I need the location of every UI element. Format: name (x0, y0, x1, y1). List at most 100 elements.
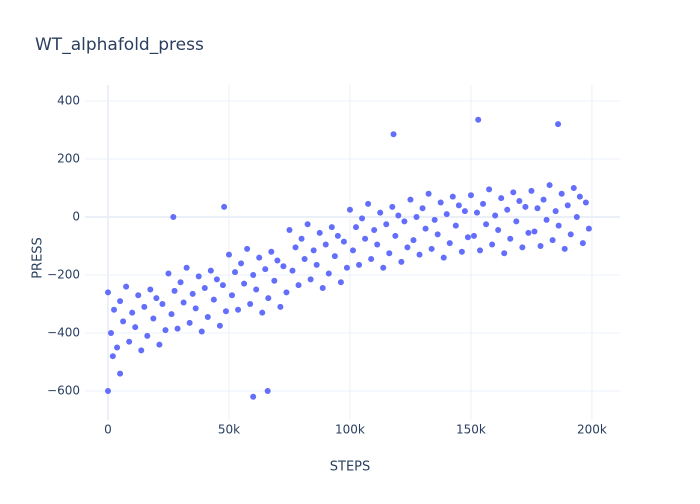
point (225, 251, 232, 258)
point (207, 267, 214, 274)
point (138, 347, 145, 354)
point (437, 199, 444, 206)
point (165, 270, 172, 277)
point (277, 303, 284, 310)
point (522, 203, 529, 210)
point (180, 299, 187, 306)
point (561, 245, 568, 252)
point (362, 235, 369, 242)
x-tick-label: 150k (456, 423, 486, 437)
point (395, 212, 402, 219)
point (183, 264, 190, 271)
point (534, 205, 541, 212)
point (253, 286, 260, 293)
point (489, 241, 496, 248)
point (307, 276, 314, 283)
point (186, 319, 193, 326)
point (216, 322, 223, 329)
point (271, 277, 278, 284)
point (262, 266, 269, 273)
point (555, 121, 562, 128)
point (371, 227, 378, 234)
point (343, 264, 350, 271)
point (585, 225, 592, 232)
point (567, 231, 574, 238)
point (298, 235, 305, 242)
point (247, 300, 254, 307)
point (404, 244, 411, 251)
y-tick-label: 200 (57, 151, 80, 165)
point (452, 222, 459, 229)
point (443, 211, 450, 218)
point (516, 198, 523, 205)
point (228, 292, 235, 299)
point (295, 282, 302, 289)
point (189, 290, 196, 297)
point (244, 245, 251, 252)
point (256, 254, 263, 261)
point (576, 193, 583, 200)
point (126, 338, 133, 345)
point (221, 203, 228, 210)
point (353, 224, 360, 231)
point (504, 206, 511, 213)
point (280, 263, 287, 270)
point (473, 209, 480, 216)
point (219, 282, 226, 289)
point (501, 250, 508, 257)
point (198, 328, 205, 335)
point (407, 196, 414, 203)
point (238, 260, 245, 267)
point (144, 332, 151, 339)
point (470, 232, 477, 239)
point (392, 232, 399, 239)
point (386, 250, 393, 257)
point (390, 131, 397, 138)
point (250, 393, 257, 400)
point (492, 212, 499, 219)
y-tick-label: −400 (47, 325, 80, 339)
point (319, 285, 326, 292)
point (286, 227, 293, 234)
chart-title: WT_alphafold_press (35, 35, 204, 55)
point (513, 218, 520, 225)
point (150, 315, 157, 322)
point (549, 237, 556, 244)
point (316, 229, 323, 236)
point (147, 286, 154, 293)
point (349, 247, 356, 254)
point (264, 387, 271, 394)
point (104, 289, 111, 296)
point (495, 227, 502, 234)
y-tick-label: 0 (72, 209, 80, 223)
point (440, 254, 447, 261)
point (334, 232, 341, 239)
point (168, 311, 175, 318)
point (174, 325, 181, 332)
point (389, 203, 396, 210)
point (422, 225, 429, 232)
point (416, 251, 423, 258)
point (428, 245, 435, 252)
y-axis-title: PRESS (31, 237, 46, 279)
point (510, 189, 517, 196)
point (528, 187, 535, 194)
point (573, 213, 580, 220)
point (114, 344, 121, 351)
point (467, 192, 474, 199)
point (434, 231, 441, 238)
point (310, 247, 317, 254)
point (398, 258, 405, 265)
point (537, 242, 544, 249)
point (250, 271, 257, 278)
point (192, 305, 199, 312)
point (431, 216, 438, 223)
point (304, 221, 311, 228)
point (241, 280, 248, 287)
point (446, 240, 453, 247)
point (313, 261, 320, 268)
point (401, 218, 408, 225)
point (564, 202, 571, 209)
point (301, 256, 308, 263)
